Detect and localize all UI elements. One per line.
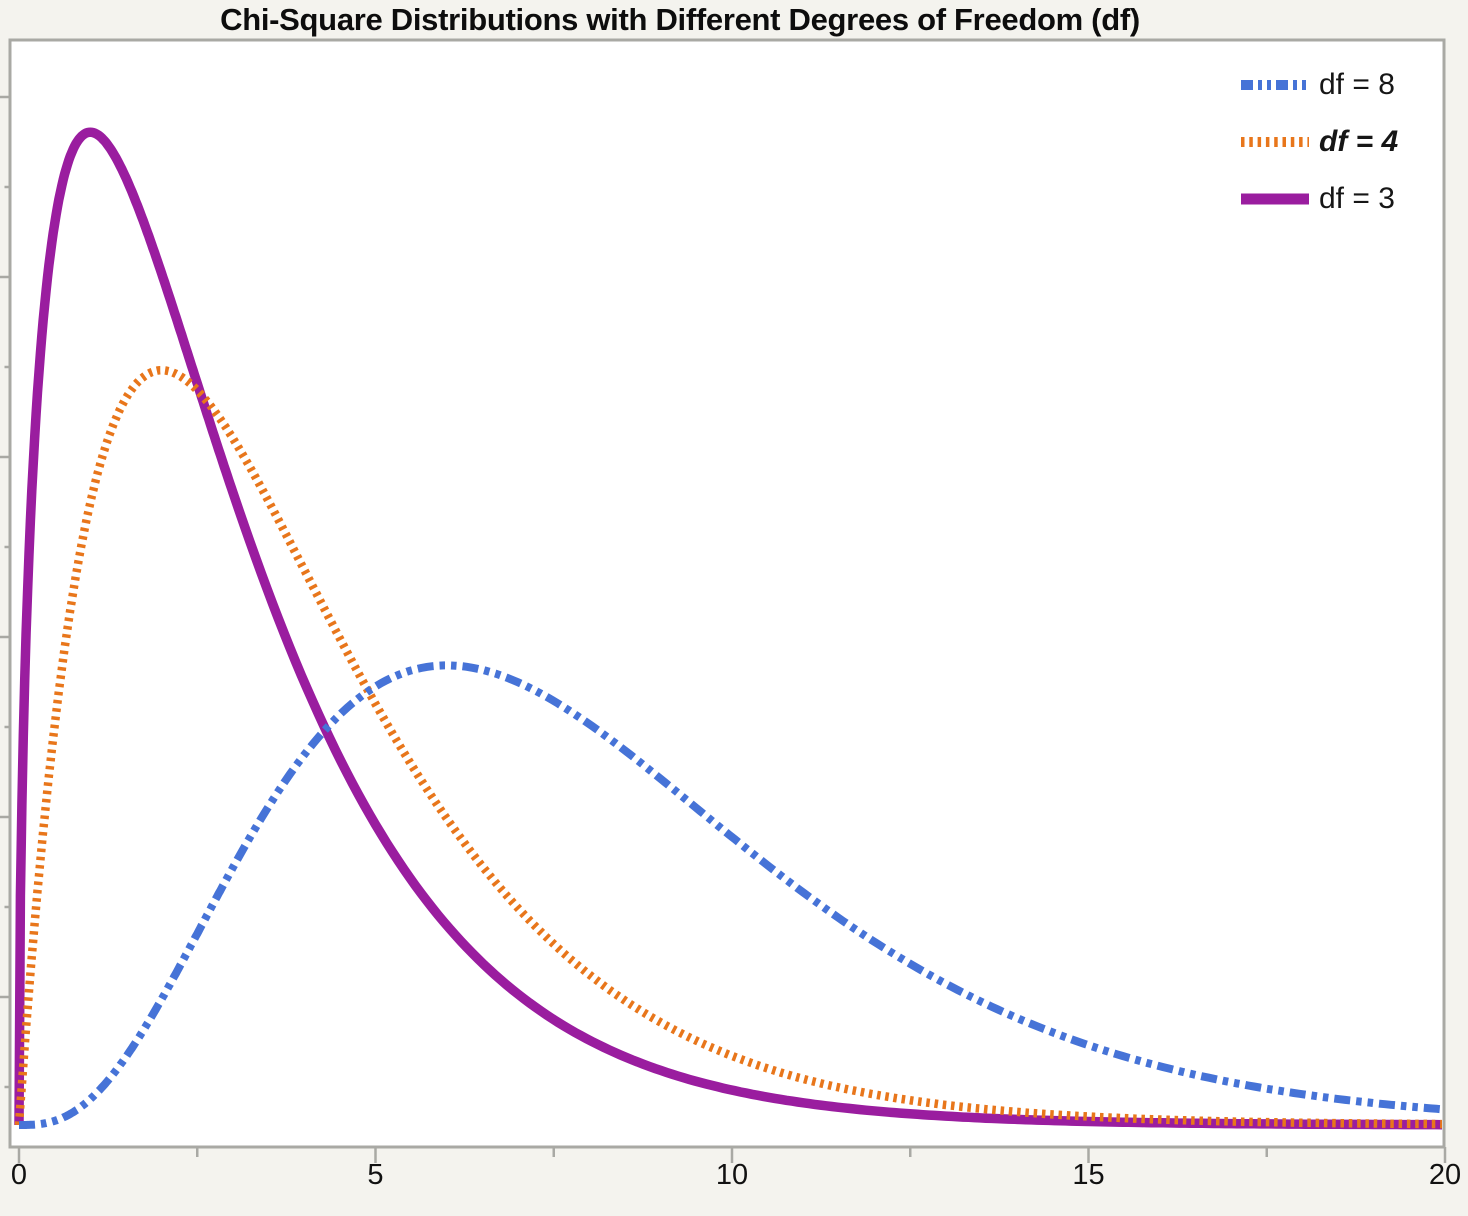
legend-label-df-3: df = 3 [1319,181,1395,215]
legend-swatch-df-4 [1241,136,1309,147]
x-tick-label: 20 [1429,1159,1461,1191]
x-tick-label: 5 [367,1159,383,1191]
legend-label-df-4: df = 4 [1319,124,1399,158]
series-curve-df-3 [14,127,1442,1130]
legend: df = 8 df = 4 df = 3 [1240,56,1460,227]
series-curve-df-8 [19,661,1442,1129]
legend-swatch-df-8 [1241,79,1309,90]
legend-swatch-df-3 [1241,193,1309,204]
plot-area [8,38,1446,1149]
x-tick-label: 15 [1072,1159,1104,1191]
x-tick-label: 10 [716,1159,748,1191]
series-curve-df-4 [14,366,1442,1129]
legend-item-df-8: df = 8 [1240,56,1460,113]
x-tick-label: 0 [11,1159,27,1191]
legend-item-df-4: df = 4 [1240,113,1460,170]
legend-item-df-3: df = 3 [1240,170,1460,227]
legend-label-df-8: df = 8 [1319,67,1395,101]
chart-title: Chi-Square Distributions with Different … [220,2,1140,37]
